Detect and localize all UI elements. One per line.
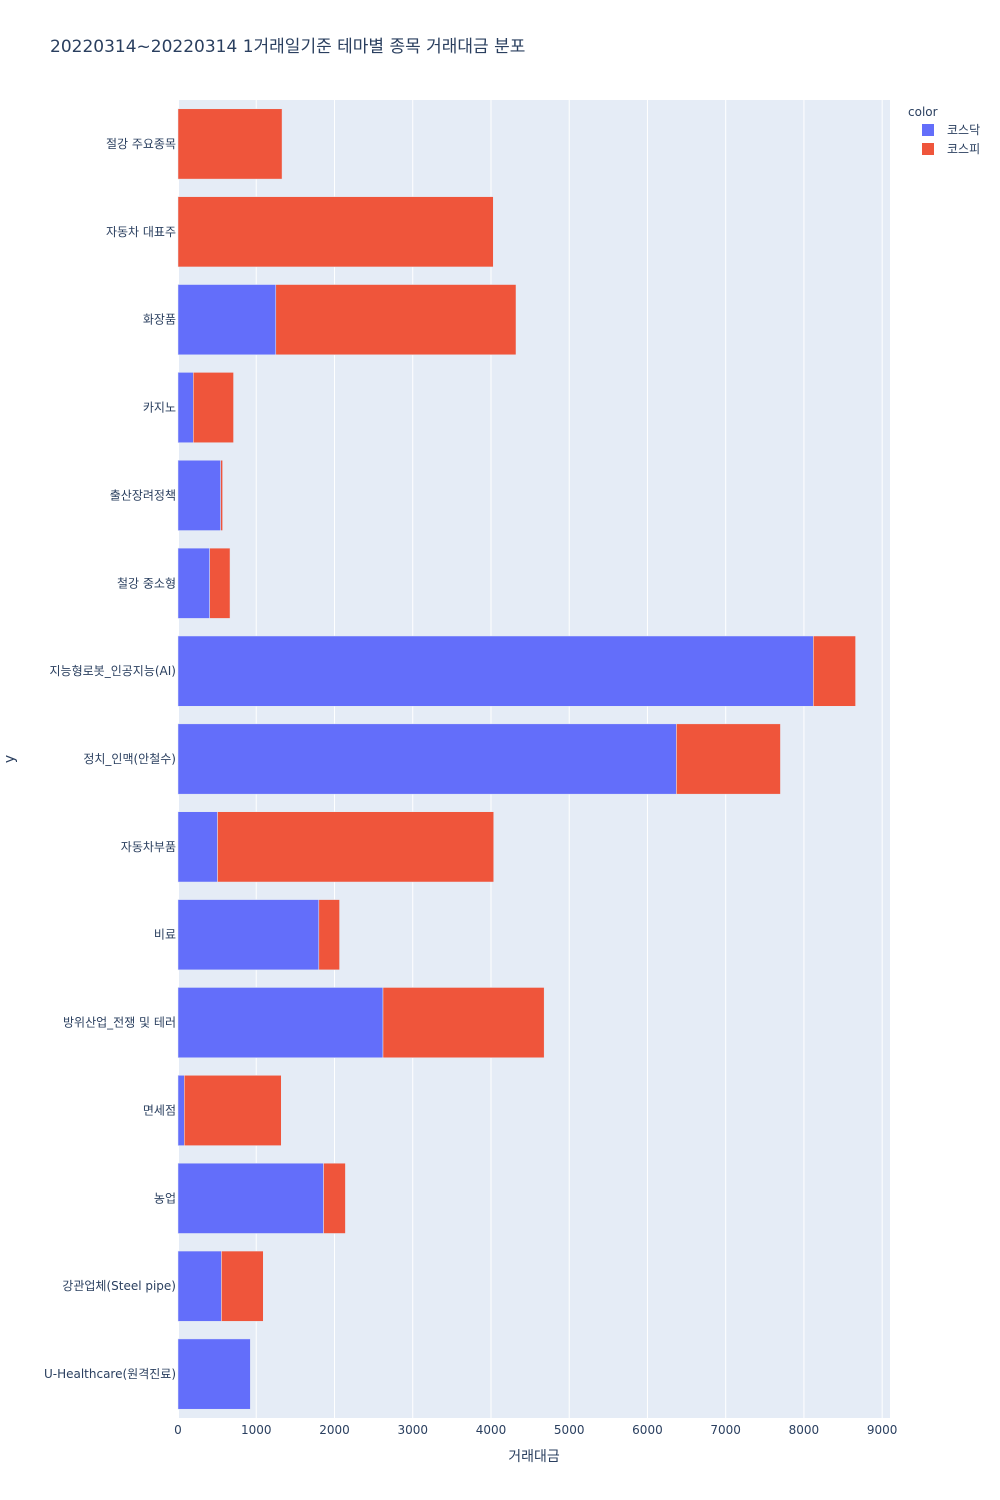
y-tick-label: 자동차부품 <box>121 840 176 854</box>
y-tick-label: 지능형로봇_인공지능(AI) <box>50 664 176 678</box>
y-tick-label: 강관업체(Steel pipe) <box>62 1279 176 1293</box>
bar-kospi[interactable] <box>184 1075 282 1146</box>
bar-kospi[interactable] <box>323 1162 346 1234</box>
bar-kosdaq[interactable] <box>177 1075 185 1146</box>
bar-kospi[interactable] <box>221 1250 264 1322</box>
bar-kospi[interactable] <box>220 460 223 531</box>
x-tick-label: 1000 <box>241 1423 272 1437</box>
x-tick-label: 8000 <box>789 1423 820 1437</box>
y-tick-label: 절강 주요종목 <box>106 137 176 151</box>
x-tick-label: 9000 <box>867 1423 898 1437</box>
y-tick-label: 정치_인맥(안철수) <box>83 752 176 766</box>
legend-swatch[interactable] <box>922 143 934 155</box>
bar-kospi[interactable] <box>813 635 856 707</box>
y-tick-label: 방위산업_전쟁 및 테러 <box>63 1016 176 1030</box>
bar-kosdaq[interactable] <box>177 635 814 707</box>
bars <box>177 108 856 1410</box>
x-tick-label: 3000 <box>397 1423 428 1437</box>
bar-kosdaq[interactable] <box>177 899 320 971</box>
bar-kospi[interactable] <box>193 372 234 443</box>
chart-title: 20220314~20220314 1거래일기준 테마별 종목 거래대금 분포 <box>50 37 526 57</box>
x-tick-label: 7000 <box>710 1423 741 1437</box>
y-tick-label: 카지노 <box>143 401 176 415</box>
legend-label[interactable]: 코스피 <box>947 142 980 156</box>
bar-kospi[interactable] <box>382 987 545 1058</box>
bar-kospi[interactable] <box>209 547 231 619</box>
x-tick-label: 2000 <box>319 1423 350 1437</box>
bar-kospi[interactable] <box>676 723 781 795</box>
x-tick-label: 5000 <box>554 1423 585 1437</box>
y-tick-label: U-Healthcare(원격진료) <box>44 1367 176 1381</box>
bar-kospi[interactable] <box>177 196 494 268</box>
bar-kosdaq[interactable] <box>177 1250 222 1322</box>
bar-kosdaq[interactable] <box>177 460 221 531</box>
y-tick-label: 비료 <box>154 928 176 942</box>
bar-kospi[interactable] <box>318 899 340 971</box>
y-tick-label: 면세점 <box>143 1103 176 1117</box>
x-axis-title: 거래대금 <box>508 1449 560 1465</box>
bar-kospi[interactable] <box>217 811 494 883</box>
bar-kosdaq[interactable] <box>177 1162 324 1234</box>
x-tick-label: 0 <box>174 1423 182 1437</box>
y-tick-label: 화장품 <box>143 313 176 327</box>
legend-label[interactable]: 코스닥 <box>947 123 980 137</box>
x-tick-label: 4000 <box>476 1423 507 1437</box>
bar-kospi[interactable] <box>177 108 283 180</box>
bar-kosdaq[interactable] <box>177 372 194 443</box>
bar-kosdaq[interactable] <box>177 723 677 795</box>
bar-kosdaq[interactable] <box>177 987 384 1058</box>
y-tick-label: 농업 <box>154 1191 176 1205</box>
y-axis-title: y <box>2 755 18 763</box>
y-tick-label: 자동차 대표주 <box>106 225 176 239</box>
bar-kosdaq[interactable] <box>177 284 277 356</box>
bar-kosdaq[interactable] <box>177 811 218 883</box>
x-tick-label: 6000 <box>632 1423 663 1437</box>
legend-swatch[interactable] <box>922 124 934 136</box>
y-tick-label: 출산장려정책 <box>110 487 176 502</box>
x-tick-labels: 0 1000 2000 3000 4000 5000 6000 7000 8000 9000 <box>174 1423 897 1437</box>
bar-kosdaq[interactable] <box>177 547 210 619</box>
bar-kospi[interactable] <box>275 284 517 356</box>
legend-title: color <box>908 105 938 119</box>
y-tick-label: 철강 중소형 <box>117 576 176 590</box>
bar-kosdaq[interactable] <box>177 1338 251 1410</box>
